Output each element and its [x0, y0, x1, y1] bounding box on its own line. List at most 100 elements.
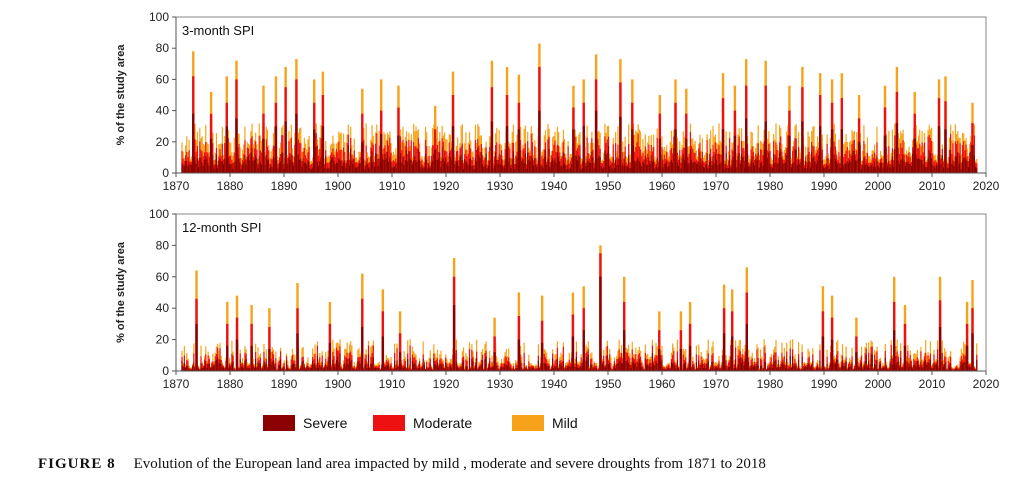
moderate-bar — [673, 351, 675, 371]
severe-bar — [912, 368, 914, 371]
severe-bar — [492, 367, 494, 371]
moderate-bar — [249, 364, 251, 371]
moderate-bar — [597, 138, 599, 173]
severe-bar — [787, 368, 789, 371]
moderate-bar — [757, 358, 759, 371]
severe-bar — [457, 366, 459, 371]
severe-bar — [618, 165, 620, 173]
severe-bar — [922, 366, 924, 371]
severe-bar — [771, 367, 774, 371]
severe-bar — [705, 164, 707, 173]
moderate-bar — [356, 366, 358, 371]
severe-bar — [530, 367, 532, 371]
severe-bar — [946, 369, 948, 371]
moderate-bar — [717, 153, 719, 173]
severe-bar — [203, 365, 206, 371]
severe-bar — [262, 367, 264, 371]
severe-bar — [527, 369, 529, 371]
moderate-bar — [416, 148, 418, 173]
severe-bar — [202, 166, 204, 173]
severe-bar — [189, 369, 191, 371]
severe-bar — [854, 160, 857, 173]
severe-bar — [498, 153, 500, 173]
severe-bar — [808, 161, 810, 173]
severe-bar — [830, 159, 832, 173]
severe-bar — [415, 160, 417, 173]
severe-bar — [470, 158, 472, 173]
moderate-bar — [898, 153, 901, 173]
severe-bar — [669, 161, 671, 173]
severe-bar — [459, 156, 461, 173]
severe-bar — [288, 369, 290, 371]
moderate-bar — [283, 163, 285, 173]
severe-bar — [920, 160, 922, 173]
severe-bar — [611, 168, 613, 173]
severe-bar — [814, 161, 816, 173]
severe-bar — [691, 159, 693, 173]
severe-bar — [476, 161, 478, 173]
severe-bar — [244, 155, 246, 173]
moderate-bar — [844, 153, 846, 173]
severe-bar — [264, 164, 266, 173]
severe-bar — [481, 164, 484, 173]
severe-bar — [959, 155, 961, 173]
moderate-bar — [702, 364, 705, 371]
severe-bar — [669, 368, 671, 371]
x-tick-label: 1920 — [433, 179, 460, 193]
severe-bar — [258, 156, 260, 173]
x-tick-label: 1980 — [757, 179, 784, 193]
severe-bar — [860, 362, 863, 371]
severe-bar — [834, 158, 836, 173]
severe-bar — [818, 155, 820, 173]
moderate-bar — [521, 363, 523, 371]
moderate-bar — [569, 160, 572, 173]
severe-bar — [660, 361, 662, 371]
severe-bar — [380, 368, 383, 371]
severe-bar — [274, 366, 276, 371]
severe-bar — [875, 365, 877, 371]
moderate-bar — [211, 363, 213, 371]
severe-bar — [480, 364, 482, 371]
severe-bar — [245, 359, 247, 371]
severe-bar — [432, 369, 434, 371]
severe-bar — [337, 356, 339, 371]
severe-bar — [422, 168, 424, 173]
severe-bar — [506, 366, 509, 371]
severe-bar — [524, 153, 526, 173]
severe-bar — [920, 361, 922, 371]
severe-bar — [421, 164, 423, 173]
severe-bar — [695, 163, 698, 173]
severe-bar — [749, 368, 751, 371]
moderate-bar — [376, 133, 378, 173]
severe-bar — [822, 167, 825, 173]
severe-bar — [536, 369, 538, 371]
severe-bar — [358, 361, 360, 371]
severe-bar — [497, 368, 499, 371]
severe-bar — [933, 166, 935, 173]
severe-bar — [449, 365, 452, 371]
severe-bar — [474, 365, 477, 371]
severe-bar — [224, 158, 226, 173]
severe-bar — [820, 369, 822, 371]
severe-bar — [812, 360, 814, 371]
severe-bar — [260, 164, 263, 173]
severe-bar — [345, 365, 347, 371]
x-tick-label: 1920 — [433, 377, 460, 391]
severe-bar — [841, 360, 844, 371]
severe-bar — [718, 363, 720, 371]
moderate-bar — [417, 364, 420, 371]
severe-bar — [626, 359, 629, 371]
moderate-bar — [662, 366, 664, 371]
severe-bar — [515, 367, 517, 371]
severe-bar — [408, 151, 410, 173]
moderate-bar — [951, 153, 953, 173]
moderate-bar — [910, 361, 913, 371]
severe-bar — [315, 146, 317, 173]
moderate-bar — [335, 347, 338, 371]
severe-bar — [252, 160, 254, 173]
severe-bar — [869, 166, 871, 173]
moderate-bar — [496, 142, 498, 173]
moderate-bar — [472, 157, 474, 173]
severe-bar — [554, 158, 556, 173]
severe-bar — [799, 368, 801, 371]
